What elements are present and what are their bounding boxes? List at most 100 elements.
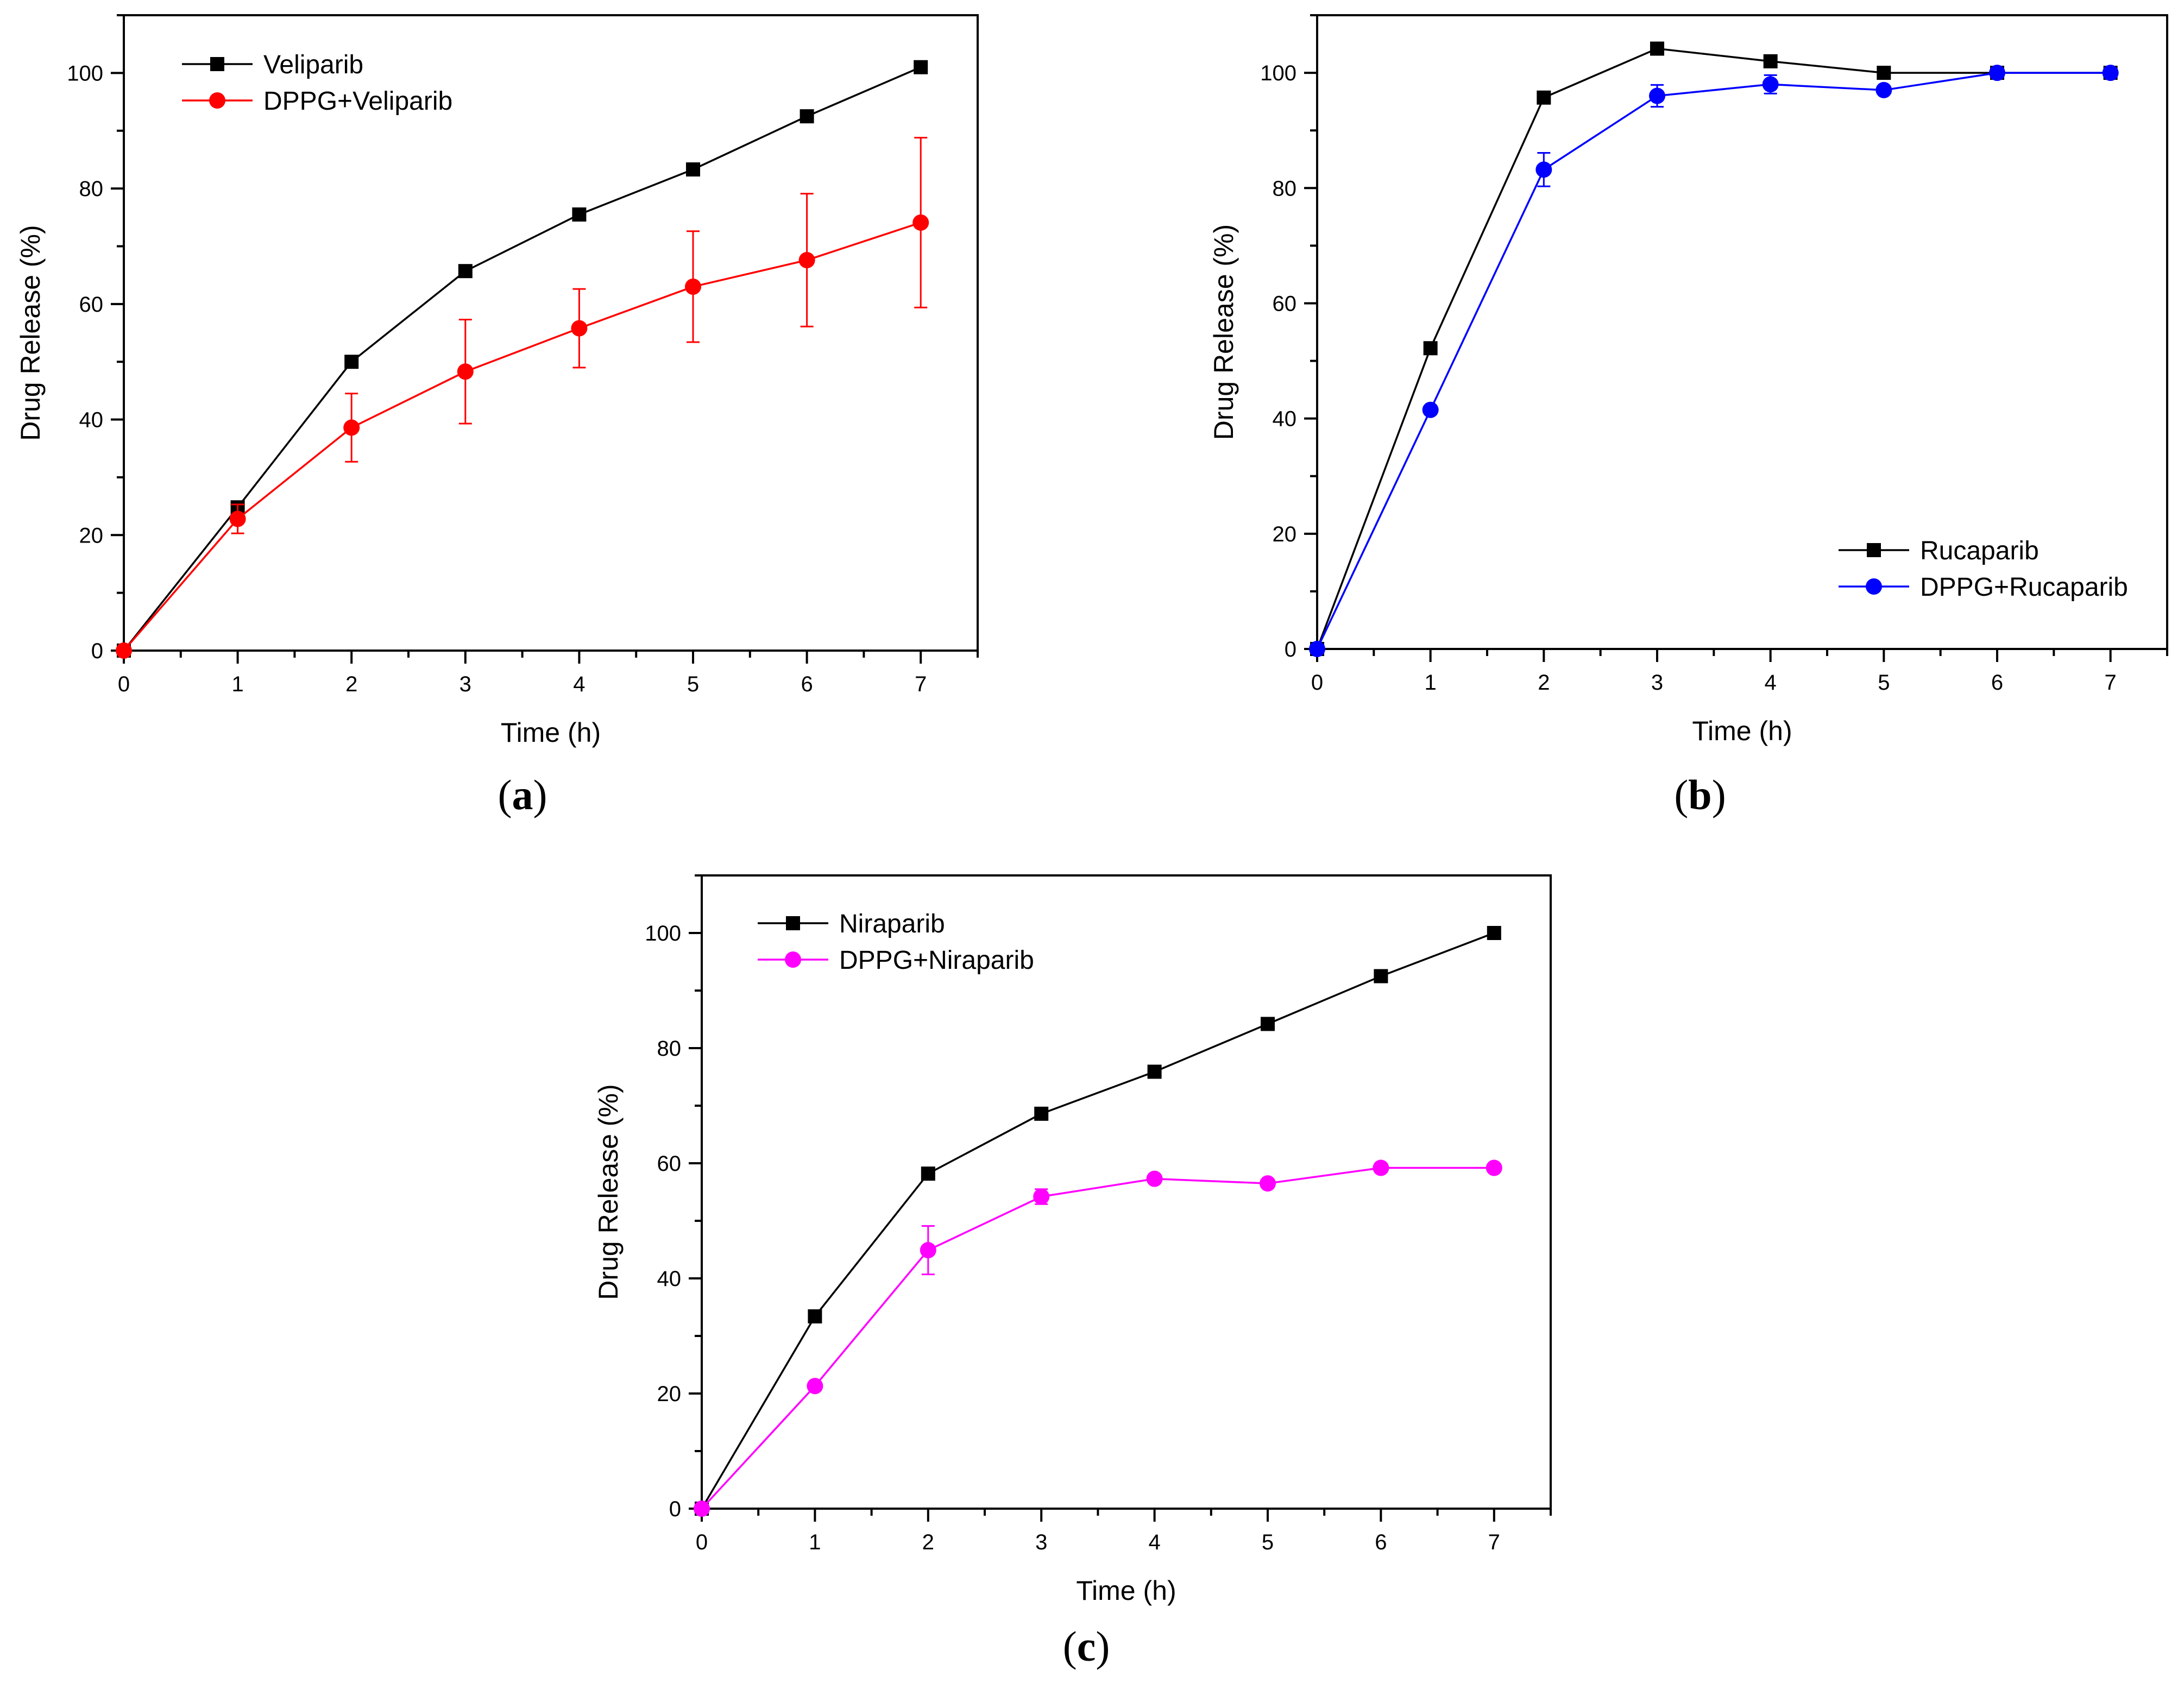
data-point (914, 60, 928, 74)
legend: Veliparib DPPG+Veliparib (182, 51, 452, 116)
panel-caption: (b) (1674, 771, 1726, 818)
data-point (343, 419, 360, 436)
series-dppg-veliparib (116, 136, 929, 659)
x-tick-label: 3 (1035, 1530, 1047, 1554)
x-tick-label: 7 (915, 672, 927, 696)
data-point (1487, 926, 1501, 940)
legend-label: Rucaparib (1920, 537, 2039, 565)
y-tick-label: 80 (1273, 176, 1297, 200)
x-tick-label: 2 (1538, 671, 1550, 695)
y-tick-label: 20 (1273, 522, 1297, 546)
data-point (229, 510, 246, 527)
data-point (1762, 76, 1779, 93)
x-tick-label: 5 (687, 672, 699, 696)
x-tick-label: 0 (696, 1530, 708, 1554)
data-point (1486, 1159, 1502, 1176)
data-point (116, 642, 132, 659)
data-point (1649, 87, 1665, 104)
caption-paren: ( (1063, 1623, 1077, 1670)
data-point (694, 1500, 710, 1517)
x-tick-label: 2 (345, 672, 357, 696)
series-line (123, 222, 921, 652)
legend-label: Niraparib (839, 910, 945, 938)
series-line (123, 66, 921, 652)
series-line (701, 1167, 1494, 1510)
caption-paren: ) (1096, 1623, 1110, 1670)
legend: Rucaparib DPPG+Rucaparib (1839, 537, 2128, 602)
y-tick-label: 20 (657, 1382, 682, 1406)
plot-frame (1316, 14, 2168, 650)
y-tick-label: 60 (79, 293, 104, 317)
data-point (1260, 1175, 1276, 1192)
data-point (1535, 161, 1552, 178)
x-tick-label: 1 (1425, 671, 1437, 695)
x-tick-label: 2 (922, 1530, 934, 1554)
data-point (1373, 1159, 1389, 1176)
x-tick-label: 4 (1765, 671, 1777, 695)
y-tick-label: 100 (645, 922, 681, 945)
y-tick-label: 80 (79, 177, 104, 201)
x-tick-label: 3 (460, 672, 471, 696)
x-tick-label: 6 (1375, 1530, 1387, 1554)
y-tick-label: 60 (657, 1152, 682, 1176)
x-tick-label: 1 (809, 1530, 821, 1554)
caption-paren: ( (1674, 771, 1688, 818)
x-tick-label: 7 (2105, 671, 2117, 695)
data-point (798, 251, 815, 268)
data-point (1877, 66, 1891, 80)
data-point (1147, 1064, 1162, 1079)
x-tick-label: 5 (1878, 671, 1890, 695)
data-point (571, 320, 588, 337)
legend-marker (1866, 578, 1882, 595)
data-point (1650, 41, 1664, 56)
panel-caption: (c) (1063, 1623, 1110, 1670)
data-point (344, 355, 359, 369)
caption-letter: b (1688, 771, 1711, 818)
data-point (1423, 341, 1438, 356)
series-dppg-niraparib (694, 1159, 1502, 1517)
series-niraparib (695, 926, 1501, 1516)
data-point (808, 1309, 822, 1323)
caption-paren: ) (533, 771, 547, 818)
legend-marker (1867, 543, 1881, 557)
y-tick-label: 20 (79, 524, 104, 547)
series-line (701, 932, 1495, 1509)
x-tick-label: 3 (1651, 671, 1663, 695)
data-point (1034, 1106, 1049, 1121)
y-tick-label: 0 (91, 639, 103, 663)
chart-panel-c: 0 1 2 3 4 5 6 7 0 20 40 60 80 100 Time (h) Drug Release… (593, 874, 1552, 1670)
y-tick-label: 0 (669, 1497, 681, 1521)
plot-frame (701, 874, 1552, 1510)
legend-marker (785, 951, 801, 968)
legend-marker (786, 916, 800, 930)
legend-label: DPPG+Niraparib (839, 946, 1034, 975)
series-line (1316, 72, 2111, 650)
chart-panel-a: 0 1 2 3 4 5 6 7 0 20 40 60 80 100 Time (h) Drug Release… (15, 14, 979, 818)
data-point (1537, 90, 1551, 105)
data-point (800, 109, 814, 124)
data-point (912, 214, 929, 231)
data-point (1309, 641, 1325, 657)
legend: Niraparib DPPG+Niraparib (758, 910, 1034, 975)
y-tick-label: 60 (1273, 292, 1297, 316)
caption-paren: ) (1712, 771, 1726, 818)
data-point (921, 1167, 935, 1181)
data-point (458, 264, 473, 279)
y-axis-label: Drug Release (%) (15, 225, 46, 440)
data-point (2102, 65, 2119, 81)
legend-label: DPPG+Veliparib (263, 87, 452, 116)
x-tick-label: 1 (231, 672, 243, 696)
legend-label: DPPG+Rucaparib (1920, 573, 2128, 602)
y-tick-label: 40 (1273, 407, 1297, 431)
legend-label: Veliparib (263, 51, 363, 79)
caption-letter: c (1077, 1623, 1096, 1670)
x-tick-label: 4 (573, 672, 585, 696)
y-tick-label: 80 (657, 1037, 682, 1061)
series-veliparib (117, 60, 928, 658)
x-axis-label: Time (h) (1076, 1575, 1176, 1606)
x-tick-label: 4 (1148, 1530, 1160, 1554)
y-axis-label: Drug Release (%) (1209, 224, 1239, 440)
caption-paren: ( (498, 771, 512, 818)
y-tick-label: 40 (79, 408, 104, 432)
